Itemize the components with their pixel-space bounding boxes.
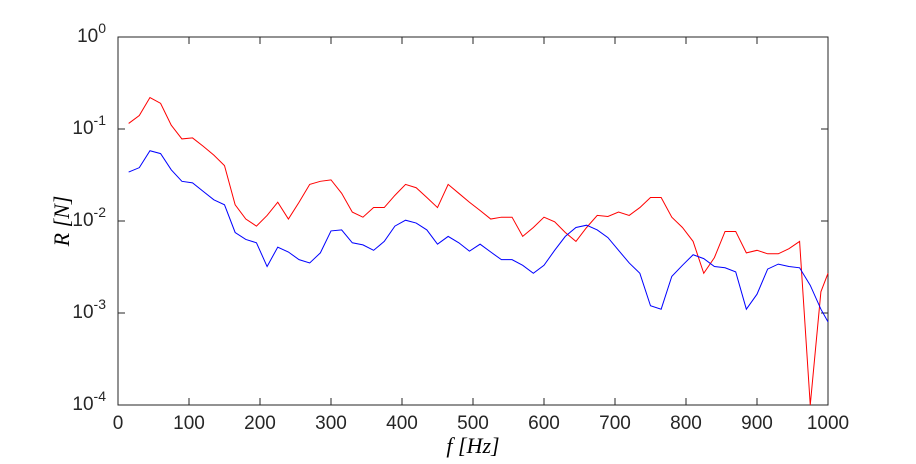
plot-area [118,37,828,405]
x-tick-label: 1000 [807,413,849,434]
x-axis-label: f [Hz] [446,433,499,458]
x-tick-label: 100 [173,413,205,434]
axes-box [117,36,829,406]
series-line [128,96,829,406]
x-tick-label: 300 [315,413,347,434]
y-tick-label: 100 [77,20,106,47]
x-tick-label: 700 [599,413,631,434]
series-line [128,150,829,323]
x-tick-label: 600 [528,413,560,434]
y-tick-label: 10-4 [72,388,106,415]
x-tick-label: 0 [113,413,124,434]
y-tick-label: 10-2 [72,204,106,231]
x-tick-label: 200 [244,413,276,434]
x-tick-label: 800 [670,413,702,434]
x-tick-label: 400 [386,413,418,434]
x-tick-label: 500 [457,413,489,434]
y-tick-label: 10-1 [72,112,106,139]
x-tick-label: 900 [741,413,773,434]
y-tick-label: 10-3 [72,296,106,323]
y-axis-label: R [N] [49,196,74,248]
